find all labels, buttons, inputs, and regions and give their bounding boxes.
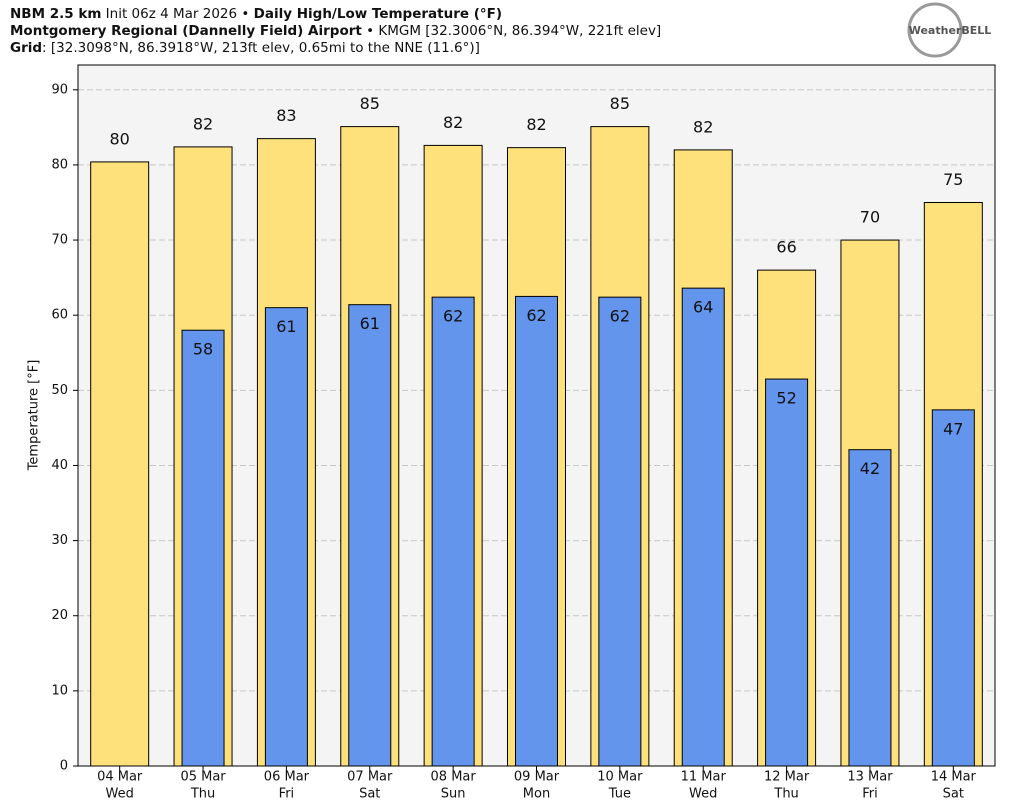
x-tick-label: Fri (279, 787, 295, 802)
bar (598, 296, 642, 767)
title-segment: : [32.3098°N, 86.3918°W, 213ft elev, 0.6… (42, 40, 480, 56)
logo-text: WeatherBELL (909, 24, 992, 37)
value-label: 58 (193, 340, 213, 359)
bar (931, 409, 975, 767)
bar (264, 307, 308, 767)
value-label: 61 (360, 314, 380, 333)
value-label: 80 (110, 129, 130, 148)
value-label: 47 (943, 419, 963, 438)
title-segment: Init 06z 4 Mar 2026 • (101, 6, 253, 22)
y-tick-label: 30 (51, 533, 68, 548)
value-label: 64 (693, 298, 713, 317)
bar (515, 295, 558, 767)
value-label: 62 (526, 306, 546, 325)
value-label: 62 (610, 307, 630, 326)
bar (90, 161, 150, 767)
value-label: 85 (610, 94, 630, 113)
y-tick-label: 0 (60, 759, 68, 774)
value-label: 82 (526, 115, 546, 134)
x-tick-label: Tue (608, 787, 631, 802)
y-tick-label: 10 (51, 683, 68, 698)
x-tick-label: Sat (943, 787, 964, 802)
x-tick-label: 05 Mar (180, 770, 226, 785)
title-segment: NBM 2.5 km (10, 6, 101, 22)
title-segment: • KMGM [32.3006°N, 86.394°W, 221ft elev] (362, 23, 661, 39)
y-tick-label: 90 (51, 82, 68, 97)
value-label: 52 (776, 389, 796, 408)
plot-frame (77, 64, 996, 767)
x-tick-label: Sat (359, 787, 380, 802)
y-tick-label: 80 (51, 157, 68, 172)
value-label: 66 (776, 238, 796, 257)
value-label: 85 (360, 94, 380, 113)
x-tick-label: 08 Mar (431, 770, 477, 785)
value-label: 82 (443, 113, 463, 132)
bar (848, 449, 892, 767)
x-tick-label: 10 Mar (597, 770, 643, 785)
x-tick-label: Thu (773, 787, 798, 802)
x-tick-label: 11 Mar (681, 770, 727, 785)
x-tick-label: 12 Mar (764, 770, 810, 785)
x-tick-label: Fri (862, 787, 878, 802)
title-segment: Daily High/Low Temperature (°F) (254, 6, 502, 22)
x-tick-label: Mon (523, 787, 550, 802)
x-tick-label: 04 Mar (97, 770, 143, 785)
x-tick-label: Wed (106, 787, 134, 802)
x-tick-label: 06 Mar (264, 770, 310, 785)
x-tick-label: 13 Mar (847, 770, 893, 785)
x-tick-label: 09 Mar (514, 770, 560, 785)
value-label: 42 (860, 459, 880, 478)
bar (181, 329, 225, 767)
bar (348, 304, 392, 767)
x-tick-label: Wed (689, 787, 717, 802)
y-tick-label: 70 (51, 233, 68, 248)
x-tick-label: 14 Mar (931, 770, 977, 785)
x-tick-label: Sun (441, 787, 466, 802)
y-axis-label: Temperature [°F] (27, 360, 42, 472)
y-tick-label: 60 (51, 308, 68, 323)
title-line: NBM 2.5 km Init 06z 4 Mar 2026 • Daily H… (10, 6, 502, 22)
y-tick-label: 40 (51, 458, 68, 473)
value-label: 61 (276, 317, 296, 336)
y-tick-label: 20 (51, 608, 68, 623)
value-label: 75 (943, 170, 963, 189)
value-label: 82 (193, 114, 213, 133)
value-label: 62 (443, 307, 463, 326)
logo: WeatherBELL (907, 2, 992, 58)
bar (681, 287, 725, 767)
y-tick-label: 50 (51, 383, 68, 398)
value-label: 83 (276, 106, 296, 125)
logo-swirl (907, 2, 963, 58)
title-segment: Montgomery Regional (Dannelly Field) Air… (10, 23, 362, 39)
x-tick-label: Thu (190, 787, 215, 802)
value-label: 70 (860, 208, 880, 227)
title-segment: Grid (10, 40, 42, 56)
bar (431, 296, 475, 767)
title-line: Grid: [32.3098°N, 86.3918°W, 213ft elev,… (10, 40, 480, 56)
value-label: 82 (693, 117, 713, 136)
bar (765, 378, 809, 767)
title-line: Montgomery Regional (Dannelly Field) Air… (10, 23, 661, 39)
x-tick-label: 07 Mar (347, 770, 393, 785)
